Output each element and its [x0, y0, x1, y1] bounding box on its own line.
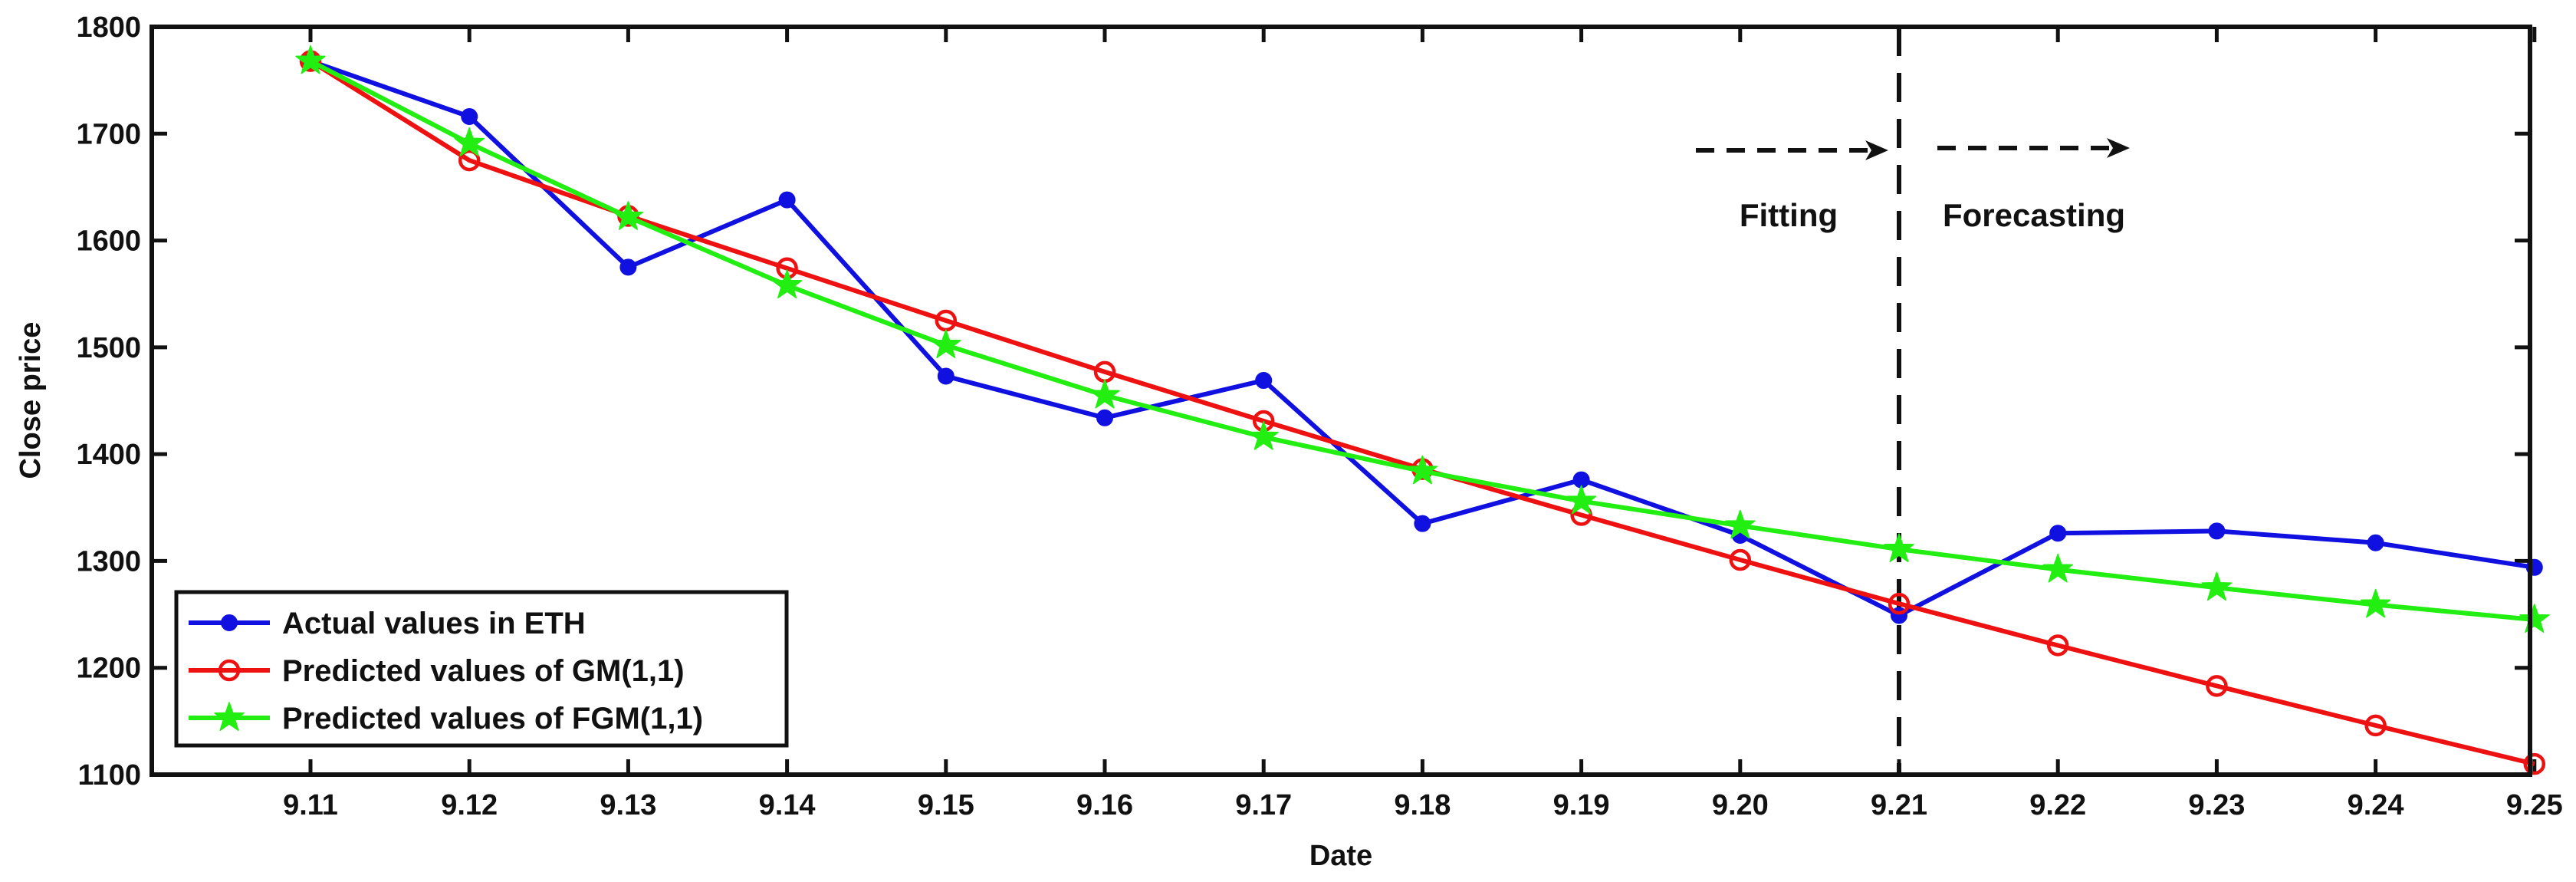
data-point — [458, 149, 481, 172]
x-tick-label: 9.24 — [2348, 789, 2404, 821]
x-tick-label: 9.13 — [600, 789, 656, 821]
data-point — [2360, 588, 2391, 618]
legend-label: Predicted values of FGM(1,1) — [282, 702, 703, 736]
x-tick-label: 9.18 — [1394, 789, 1451, 821]
x-tick-label: 9.22 — [2029, 789, 2086, 821]
data-point — [1725, 509, 1756, 539]
legend-label: Predicted values of GM(1,1) — [282, 654, 685, 688]
legend: Actual values in ETH Predicted values of … — [174, 590, 789, 748]
data-point — [613, 201, 644, 230]
data-point — [2519, 604, 2550, 633]
forecasting-arrow-head — [2107, 138, 2130, 158]
data-point — [1248, 421, 1279, 450]
data-point — [1888, 592, 1911, 615]
series-2 — [295, 44, 2550, 633]
data-point — [2367, 534, 2384, 551]
y-tick-label: 1500 — [76, 332, 141, 364]
x-tick-label: 9.25 — [2506, 789, 2563, 821]
data-point — [2046, 634, 2069, 657]
data-point — [1884, 533, 1914, 563]
data-point — [931, 329, 961, 359]
legend-label: Actual values in ETH — [282, 607, 586, 640]
data-point — [2201, 571, 2233, 601]
data-point — [1414, 515, 1431, 532]
fitting-label: Fitting — [1740, 197, 1838, 233]
fitting-forecasting-divider — [1696, 27, 2130, 775]
plot-frame — [150, 25, 2532, 777]
x-tick-labels: 9.11 9.12 9.13 9.14 9.15 9.16 9.17 9.18 9.19 9.20… — [283, 789, 2563, 821]
data-point — [1407, 455, 1438, 485]
data-point — [1089, 379, 1120, 409]
x-tick-label: 9.23 — [2188, 789, 2245, 821]
x-tick-label: 9.21 — [1871, 789, 1927, 821]
data-point — [1572, 471, 1590, 489]
x-tick-label: 9.17 — [1235, 789, 1292, 821]
data-point — [2364, 714, 2387, 737]
data-point — [295, 44, 326, 74]
data-point — [1096, 409, 1113, 426]
data-point — [937, 367, 955, 385]
y-tick-label: 1300 — [76, 545, 141, 578]
y-tick-label: 1600 — [76, 225, 141, 258]
y-tick-label: 1700 — [76, 118, 141, 150]
x-tick-label: 9.19 — [1553, 789, 1610, 821]
data-point — [1729, 548, 1752, 571]
data-point — [2042, 553, 2073, 583]
x-tick-label: 9.12 — [441, 789, 498, 821]
x-tick-label: 9.15 — [918, 789, 974, 821]
y-tick-label: 1100 — [78, 759, 141, 791]
legend-box — [174, 590, 789, 748]
data-point — [1566, 485, 1597, 515]
x-axis-title: Date — [1309, 840, 1372, 872]
data-point — [619, 258, 637, 276]
y-tick-label: 1800 — [76, 12, 141, 44]
y-tick-label: 1400 — [76, 439, 141, 471]
legend-swatch-marker — [214, 702, 245, 731]
y-tick-label: 1200 — [76, 653, 141, 685]
x-tick-label: 9.16 — [1076, 789, 1133, 821]
legend-item-1: Predicted values of GM(1,1) — [189, 654, 685, 688]
data-point — [2208, 522, 2226, 540]
legend-item-0: Actual values in ETH — [189, 607, 586, 640]
data-point — [1255, 372, 1273, 390]
fitting-arrow-head — [1865, 140, 1888, 160]
data-point — [771, 269, 803, 299]
legend-item-2: Predicted values of FGM(1,1) — [189, 702, 703, 736]
y-tick-labels: 1100 1200 1300 1400 1500 1600 1700 1800 — [76, 12, 141, 791]
x-tick-label: 9.11 — [283, 789, 338, 821]
forecasting-label: Forecasting — [1943, 197, 2125, 233]
annotations: Fitting Forecasting — [1740, 197, 2125, 233]
data-point — [778, 191, 796, 209]
data-point — [2523, 752, 2546, 775]
axis-ticks — [152, 25, 2537, 777]
legend-swatch-marker — [221, 614, 238, 631]
series-layer — [295, 44, 2550, 775]
x-tick-label: 9.14 — [759, 789, 816, 821]
data-point — [461, 108, 478, 125]
data-point — [2206, 675, 2228, 697]
data-point — [2049, 525, 2067, 542]
legend-swatch-marker — [218, 659, 241, 682]
data-point — [454, 127, 485, 156]
x-tick-label: 9.20 — [1712, 789, 1769, 821]
y-axis-title: Close price — [15, 322, 47, 479]
